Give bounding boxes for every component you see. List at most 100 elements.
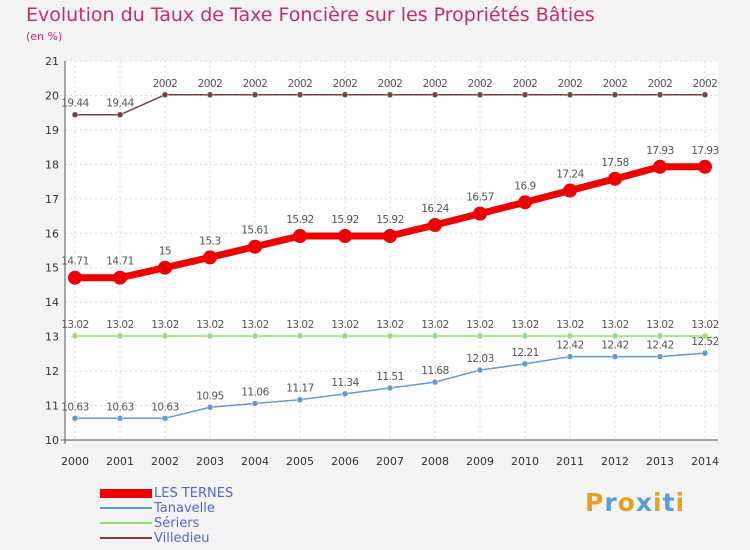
x-tick-label: 2008 — [421, 455, 449, 468]
data-point-s-riers — [701, 332, 709, 340]
data-label-villedieu: 2002 — [243, 78, 268, 90]
data-label-s-riers: 13.02 — [106, 319, 134, 331]
data-label-villedieu: 2002 — [288, 78, 313, 90]
data-point-s-riers — [116, 332, 124, 340]
y-tick-label: 17 — [45, 193, 59, 206]
data-point-les-ternes — [518, 195, 532, 210]
chart-title: Evolution du Taux de Taxe Foncière sur l… — [26, 4, 595, 26]
data-label-tanavelle: 11.06 — [241, 386, 269, 398]
data-point-villedieu — [701, 91, 709, 99]
data-label-villedieu: 19.44 — [106, 98, 134, 110]
legend-swatch-seriers — [100, 522, 152, 524]
data-point-tanavelle — [701, 349, 709, 357]
y-tick-label: 11 — [45, 400, 59, 413]
data-label-tanavelle: 10.63 — [106, 401, 134, 413]
y-tick-label: 21 — [45, 55, 59, 68]
proxiti-logo: Proxiti — [585, 488, 685, 517]
data-label-s-riers: 13.02 — [61, 319, 89, 331]
data-label-villedieu: 2002 — [153, 78, 178, 90]
y-tick-label: 19 — [45, 124, 59, 137]
data-label-s-riers: 13.02 — [601, 319, 629, 331]
data-point-tanavelle — [521, 360, 529, 368]
data-point-villedieu — [341, 91, 349, 99]
data-point-villedieu — [566, 91, 574, 99]
logo-letter: o — [617, 488, 636, 517]
data-point-les-ternes — [383, 229, 397, 244]
data-label-s-riers: 13.02 — [511, 319, 539, 331]
data-label-tanavelle: 12.21 — [511, 347, 539, 359]
data-point-s-riers — [656, 332, 664, 340]
x-tick-label: 2005 — [286, 455, 314, 468]
data-label-les-ternes: 15.92 — [331, 214, 359, 226]
x-tick-label: 2011 — [556, 455, 584, 468]
data-label-s-riers: 13.02 — [196, 319, 224, 331]
data-label-les-ternes: 17.24 — [556, 169, 584, 181]
data-label-tanavelle: 12.42 — [646, 340, 674, 352]
data-point-les-ternes — [113, 270, 127, 285]
data-point-villedieu — [296, 91, 304, 99]
data-point-s-riers — [476, 332, 484, 340]
legend-item-villedieu: Villedieu — [100, 531, 300, 546]
legend-swatch-les-ternes — [100, 489, 152, 498]
data-point-villedieu — [386, 91, 394, 99]
data-label-les-ternes: 17.93 — [646, 145, 674, 157]
data-point-villedieu — [476, 91, 484, 99]
data-point-les-ternes — [338, 229, 352, 244]
y-tick-label: 14 — [45, 296, 59, 309]
y-tick-label: 15 — [45, 262, 59, 275]
data-point-tanavelle — [566, 353, 574, 360]
logo-letter: r — [604, 488, 618, 517]
data-point-s-riers — [206, 332, 214, 340]
data-point-les-ternes — [473, 206, 487, 221]
x-tick-label: 2012 — [601, 455, 629, 468]
data-point-tanavelle — [611, 353, 619, 360]
data-label-tanavelle: 11.68 — [421, 365, 449, 377]
data-point-les-ternes — [563, 183, 577, 198]
data-point-les-ternes — [203, 250, 217, 265]
data-label-s-riers: 13.02 — [421, 319, 449, 331]
data-point-villedieu — [521, 91, 529, 99]
data-point-s-riers — [341, 332, 349, 340]
logo-letter: t — [662, 488, 676, 517]
data-label-villedieu: 2002 — [603, 78, 628, 90]
data-point-les-ternes — [428, 218, 442, 233]
data-label-les-ternes: 15.61 — [241, 225, 269, 237]
data-label-villedieu: 2002 — [198, 78, 223, 90]
data-point-tanavelle — [386, 384, 394, 392]
legend: LES TERNES Tanavelle Sériers Villedieu — [100, 486, 300, 546]
data-label-tanavelle: 11.17 — [286, 383, 314, 395]
data-label-s-riers: 13.02 — [331, 319, 359, 331]
data-point-tanavelle — [206, 404, 214, 411]
data-label-les-ternes: 15.3 — [199, 235, 220, 247]
data-label-les-ternes: 15 — [159, 246, 171, 258]
data-point-villedieu — [161, 91, 169, 99]
legend-label-seriers: Sériers — [154, 516, 200, 531]
data-point-villedieu — [251, 91, 259, 99]
data-label-s-riers: 13.02 — [691, 319, 719, 331]
data-point-villedieu — [206, 91, 214, 99]
data-point-villedieu — [431, 91, 439, 99]
data-label-les-ternes: 16.9 — [514, 180, 535, 192]
data-point-s-riers — [611, 332, 619, 340]
data-point-tanavelle — [116, 415, 124, 422]
data-point-s-riers — [251, 332, 259, 340]
logo-letter: x — [635, 488, 653, 517]
data-label-les-ternes: 15.92 — [376, 214, 404, 226]
legend-swatch-tanavelle — [100, 507, 152, 509]
data-point-villedieu — [116, 111, 124, 118]
data-label-les-ternes: 16.24 — [421, 203, 449, 215]
data-label-villedieu: 2002 — [423, 78, 448, 90]
data-point-s-riers — [566, 332, 574, 340]
data-label-tanavelle: 10.63 — [61, 401, 89, 413]
data-label-tanavelle: 12.03 — [466, 353, 494, 365]
y-tick-label: 10 — [45, 434, 59, 447]
x-tick-label: 2013 — [646, 455, 674, 468]
data-label-villedieu: 2002 — [693, 78, 718, 90]
data-point-tanavelle — [161, 415, 169, 422]
x-tick-label: 2002 — [151, 455, 179, 468]
data-label-s-riers: 13.02 — [286, 319, 314, 331]
data-point-les-ternes — [248, 239, 262, 254]
data-label-s-riers: 13.02 — [241, 319, 269, 331]
